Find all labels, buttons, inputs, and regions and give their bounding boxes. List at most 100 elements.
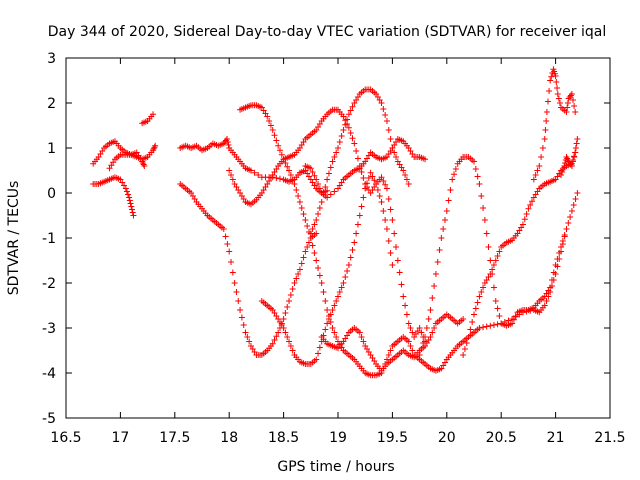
data-point: [151, 144, 158, 151]
data-point: [570, 158, 577, 165]
data-point: [445, 197, 452, 204]
data-point: [289, 347, 296, 354]
data-point: [558, 172, 565, 178]
data-point: [331, 302, 338, 309]
data-point: [338, 284, 345, 291]
data-point: [231, 280, 238, 286]
data-point: [302, 248, 309, 255]
data-point: [560, 166, 567, 172]
data-point: [436, 247, 443, 253]
data-point: [307, 230, 314, 237]
data-point: [287, 343, 294, 349]
data-point: [418, 346, 425, 352]
data-point: [556, 250, 563, 256]
data-point: [373, 181, 380, 187]
x-tick-label: 17.5: [159, 430, 190, 446]
data-point: [416, 352, 423, 358]
data-point: [418, 329, 425, 336]
data-point: [534, 167, 541, 174]
data-point: [340, 127, 347, 133]
data-point: [320, 289, 327, 295]
data-point: [472, 305, 479, 312]
data-point: [327, 164, 334, 171]
data-point: [286, 338, 293, 345]
data-point: [322, 298, 329, 304]
data-point: [558, 244, 565, 250]
data-point: [490, 284, 497, 291]
data-point: [130, 212, 137, 219]
data-point: [360, 338, 367, 345]
series-arc-2: [90, 174, 137, 219]
x-tick-label: 21.5: [594, 430, 625, 446]
data-point: [543, 109, 550, 115]
data-point: [374, 187, 381, 193]
data-point: [571, 103, 578, 109]
data-point: [451, 171, 458, 178]
data-point: [547, 77, 554, 84]
data-point: [289, 286, 296, 292]
data-point: [387, 206, 394, 213]
data-point: [275, 142, 282, 149]
data-point: [246, 338, 253, 345]
series-arc-5: [177, 136, 331, 196]
data-point: [525, 205, 532, 212]
data-point: [467, 326, 474, 333]
data-point: [427, 334, 434, 340]
y-tick-label: -3: [42, 321, 56, 337]
data-point: [327, 191, 334, 198]
data-point: [128, 203, 135, 210]
data-point: [289, 176, 296, 183]
data-point: [474, 299, 481, 306]
y-tick-label: 1: [47, 141, 56, 157]
data-point: [325, 316, 332, 322]
data-point: [345, 111, 352, 118]
y-tick-label: -5: [42, 411, 56, 427]
data-point: [264, 113, 271, 120]
data-point: [282, 160, 289, 166]
data-point: [360, 175, 367, 181]
data-point: [351, 140, 358, 147]
data-point: [333, 334, 340, 340]
data-point: [316, 185, 323, 192]
data-point: [347, 107, 354, 114]
data-point: [490, 262, 497, 268]
data-point: [389, 262, 396, 268]
x-tick-label: 19.5: [377, 430, 408, 446]
y-tick-label: 0: [47, 186, 56, 202]
series-arc-15: [530, 66, 579, 183]
data-point: [318, 199, 325, 205]
data-point: [324, 194, 331, 201]
data-point: [561, 163, 568, 169]
data-point: [324, 176, 331, 183]
data-point: [141, 163, 148, 169]
data-point: [494, 253, 501, 259]
data-point: [480, 205, 487, 211]
data-point: [532, 172, 539, 178]
data-point: [311, 221, 318, 228]
data-point: [483, 323, 490, 330]
data-point: [284, 304, 291, 310]
data-point: [291, 181, 298, 187]
data-point: [287, 292, 294, 298]
data-point: [313, 230, 320, 237]
data-point: [432, 271, 439, 277]
data-point: [572, 149, 579, 156]
data-point: [271, 132, 278, 139]
chart-title: Day 344 of 2020, Sidereal Day-to-day VTE…: [48, 24, 606, 40]
series-arc-6: [177, 181, 320, 358]
data-point: [480, 284, 487, 291]
data-point: [574, 190, 581, 196]
data-point: [222, 233, 229, 240]
data-point: [251, 169, 258, 176]
data-point: [335, 293, 341, 300]
data-point: [478, 289, 485, 295]
data-point: [396, 269, 403, 276]
data-point: [316, 205, 323, 211]
data-point: [476, 293, 483, 300]
data-point: [382, 112, 389, 118]
data-point: [492, 257, 499, 264]
data-point: [529, 198, 536, 205]
data-point: [280, 156, 287, 163]
data-point: [267, 122, 274, 129]
data-point: [273, 333, 280, 340]
